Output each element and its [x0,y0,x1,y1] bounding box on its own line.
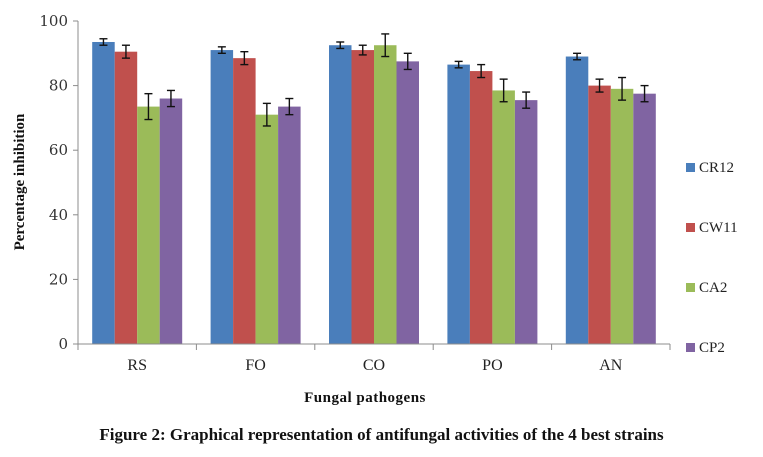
error-bar [336,41,345,50]
bar-cp2-rs [159,98,183,345]
legend: CR12 CW11 CA2 CP2 [686,160,738,356]
legend-item-ca2: CA2 [686,280,727,296]
error-bar [477,63,486,79]
legend-item-cw11: CW11 [686,220,738,236]
bar-cw11-an [588,85,611,344]
error-bar [262,102,271,127]
legend-label: CA2 [699,280,727,296]
bar-ca2-po [492,90,515,344]
bar-chart: 0 20 40 60 80 100 RS FO CO PO AN CR12 CW11 CA2 CP2 P… [12,12,738,406]
legend-label: CW11 [699,220,738,236]
x-tick-label: PO [482,357,502,374]
legend-label: CP2 [699,340,725,356]
y-tick-label: 20 [49,270,68,288]
x-axis-label: Fungal pathogens [304,390,426,406]
error-bar [573,52,582,61]
error-bar [166,89,175,108]
y-axis-label: Percentage inhibition [12,113,28,250]
error-bar [240,50,249,66]
y-tick-label: 0 [58,335,68,353]
bar-cw11-po [469,71,493,344]
legend-swatch [686,343,695,352]
error-bars-group [99,33,649,127]
x-tick-label: CO [363,357,385,374]
bar-ca2-fo [255,114,279,344]
bar-cr12-co [329,45,352,344]
error-bar [595,78,604,93]
bar-cp2-co [396,61,419,344]
legend-swatch [686,223,695,232]
y-tick-label: 60 [49,141,68,159]
figure-caption: Figure 2: Graphical representation of an… [99,425,664,444]
bar-cr12-po [447,64,470,344]
error-bar [144,92,153,121]
bars-group [92,41,656,345]
error-bar [121,44,130,59]
y-ticks-group: 0 20 40 60 80 100 [39,12,78,353]
error-bar [358,44,367,56]
error-bar [403,52,412,71]
error-bar [381,33,390,58]
y-tick-label: 40 [49,206,68,224]
error-bar [217,46,226,54]
bar-cp2-po [514,100,538,344]
bar-cw11-rs [114,51,138,345]
error-bar [640,84,649,103]
x-categories-group: RS FO CO PO AN [77,344,671,374]
legend-item-cp2: CP2 [686,340,725,356]
x-tick-label: FO [245,357,265,374]
bar-ca2-co [374,45,397,344]
error-bar [522,91,531,109]
bar-ca2-an [610,88,634,344]
error-bar [499,78,508,103]
bar-cr12-rs [92,41,115,345]
bar-cr12-fo [210,50,234,344]
bar-cw11-co [351,50,374,344]
bar-cw11-fo [233,58,256,345]
y-tick-label: 100 [39,12,68,30]
axes-group [77,21,670,345]
x-tick-label: AN [599,357,623,374]
legend-label: CR12 [699,160,734,176]
error-bar [454,60,463,69]
bar-cp2-an [633,93,656,344]
legend-swatch [686,163,695,172]
bar-ca2-rs [137,106,160,344]
legend-swatch [686,283,695,292]
error-bar [618,76,627,101]
bar-cp2-fo [278,106,301,344]
legend-item-cr12: CR12 [686,160,734,176]
y-tick-label: 80 [49,77,68,95]
error-bar [285,97,294,116]
bar-cr12-an [565,56,589,344]
x-tick-label: RS [127,357,147,374]
error-bar [99,38,108,46]
